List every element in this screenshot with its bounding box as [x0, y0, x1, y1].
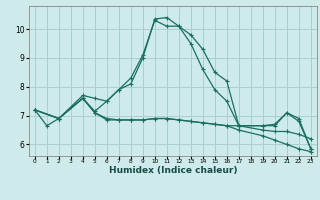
X-axis label: Humidex (Indice chaleur): Humidex (Indice chaleur) — [108, 166, 237, 175]
